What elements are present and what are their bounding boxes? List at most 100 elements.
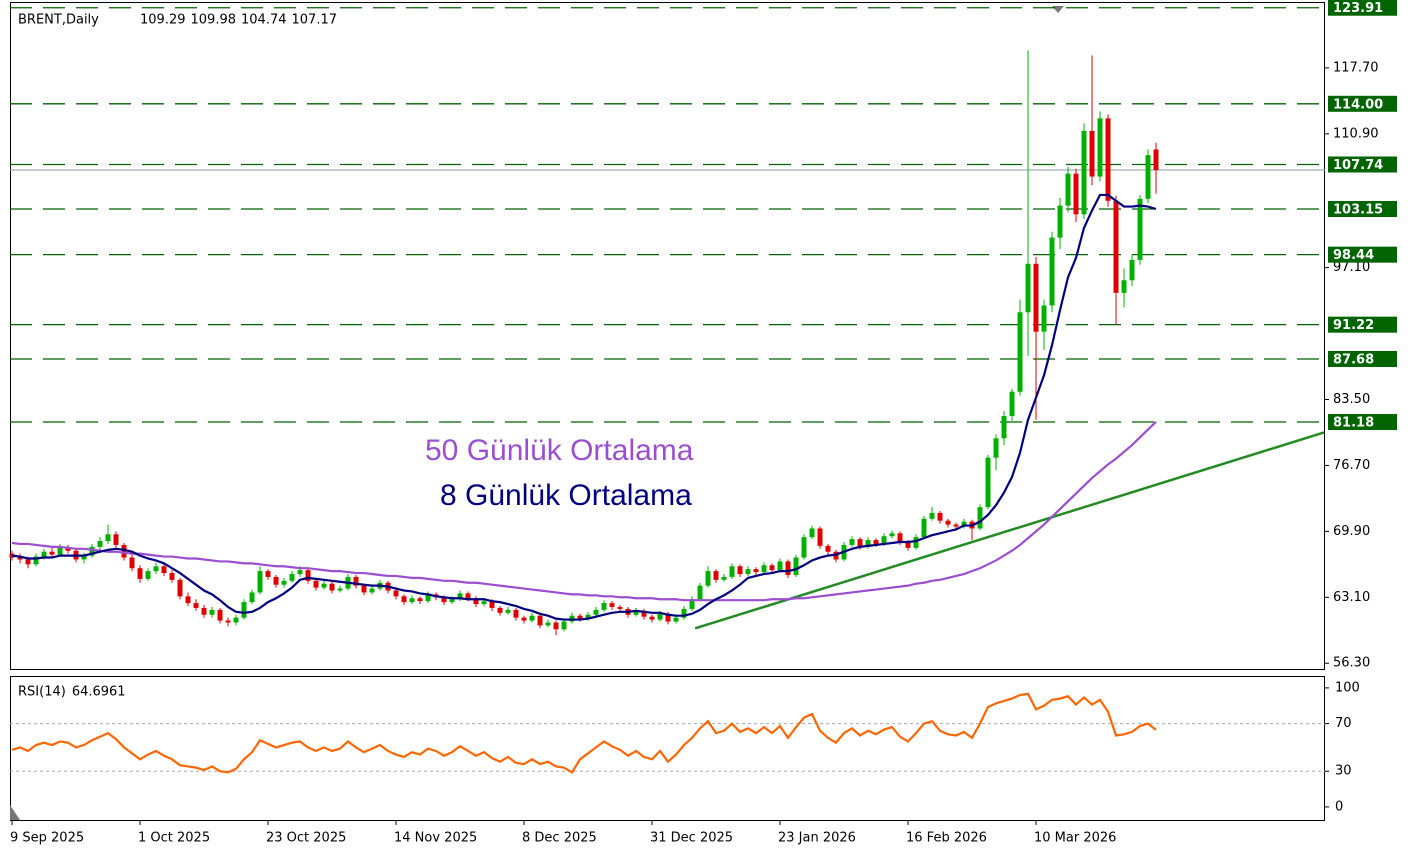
candle-body: [145, 571, 151, 579]
corner-marker: [10, 805, 20, 820]
candle-body: [889, 533, 895, 537]
x-tick-label: 16 Feb 2026: [906, 831, 987, 846]
candle-body: [193, 603, 199, 608]
level-label-box: [1328, 95, 1397, 112]
candle-body: [57, 547, 63, 555]
candle-body: [545, 622, 551, 626]
candle-body: [161, 566, 167, 574]
candle-body: [417, 598, 423, 602]
candle-body: [1057, 205, 1063, 238]
symbol: BRENT,Daily: [18, 13, 99, 28]
candle-body: [1017, 312, 1023, 392]
level-label-box: [1328, 246, 1397, 263]
candle-body: [209, 609, 215, 615]
trendline: [694, 431, 1325, 630]
x-tick-label: 8 Dec 2025: [522, 831, 597, 846]
candle-body: [665, 613, 671, 622]
candle-body: [409, 598, 415, 603]
candle-body: [633, 610, 639, 615]
candle-body: [1033, 263, 1039, 332]
moving-average: [11, 193, 1157, 621]
rsi-label: RSI(14): [18, 685, 66, 700]
candle-body: [249, 592, 255, 603]
candle-body: [1105, 118, 1111, 201]
candle-body: [17, 557, 23, 560]
candle-body: [737, 566, 743, 575]
x-tick-label: 14 Nov 2025: [394, 831, 477, 846]
candle-body: [1153, 149, 1159, 171]
rsi-tick-label: 0: [1335, 799, 1343, 814]
rsi-panel-frame: [10, 676, 1325, 821]
candle-body: [897, 533, 903, 543]
rsi-tick-label: 70: [1335, 716, 1352, 731]
candle-body: [681, 608, 687, 618]
candle-body: [1041, 305, 1047, 332]
candle-body: [449, 599, 455, 603]
level-label: 98.44: [1333, 248, 1374, 263]
candle-body: [1121, 280, 1127, 293]
candle-body: [921, 518, 927, 538]
candle-body: [745, 569, 751, 575]
x-tick-label: 10 Mar 2026: [1034, 831, 1116, 846]
candle-body: [961, 521, 967, 527]
candle-body: [97, 541, 103, 547]
x-tick-label: 9 Sep 2025: [10, 831, 84, 846]
candle-body: [1097, 118, 1103, 177]
candle-body: [169, 573, 175, 580]
open-price: 109.29: [140, 13, 186, 28]
candle-body: [65, 547, 71, 551]
candle-body: [81, 555, 87, 560]
y-tick-label: 97.10: [1333, 260, 1370, 275]
candle-body: [721, 576, 727, 580]
candle-body: [1081, 130, 1087, 215]
candle-body: [977, 507, 983, 529]
close-price: 107.17: [292, 13, 338, 28]
candle-body: [825, 545, 831, 552]
candle-body: [601, 603, 607, 610]
candle-body: [809, 528, 815, 538]
candle-body: [761, 565, 767, 573]
level-label: 81.18: [1333, 415, 1374, 430]
candle-body: [577, 615, 583, 619]
candle-body: [1049, 237, 1055, 306]
candle-body: [729, 566, 735, 577]
rsi-tick-label: 100: [1335, 680, 1360, 695]
series-annotation: 50 Günlük Ortalama: [425, 434, 694, 467]
candle-body: [201, 607, 207, 615]
candle-body: [337, 588, 343, 591]
level-label: 87.68: [1333, 352, 1374, 367]
candle-body: [553, 622, 559, 630]
candle-body: [705, 571, 711, 586]
y-tick-label: 83.50: [1333, 392, 1370, 407]
candle-body: [273, 576, 279, 585]
candle-body: [857, 539, 863, 547]
level-label-box: [1328, 413, 1397, 430]
rsi-tick-label: 30: [1335, 764, 1352, 779]
candle-body: [641, 610, 647, 617]
candle-body: [993, 438, 999, 458]
candle-body: [657, 613, 663, 620]
candle-body: [313, 580, 319, 588]
level-label-box: [1328, 200, 1397, 217]
candle-body: [41, 551, 47, 557]
candle-body: [673, 617, 679, 622]
x-tick-label: 31 Dec 2025: [650, 831, 733, 846]
level-label: 114.00: [1333, 97, 1383, 112]
candle-body: [153, 566, 159, 572]
candle-body: [585, 614, 591, 619]
candle-body: [465, 593, 471, 599]
candle-body: [953, 524, 959, 527]
candle-body: [777, 561, 783, 571]
level-label: 123.91: [1333, 1, 1383, 16]
candle-body: [121, 544, 127, 558]
x-tick-label: 1 Oct 2025: [138, 831, 210, 846]
candle-body: [1025, 263, 1031, 313]
candle-body: [937, 512, 943, 521]
candle-body: [369, 588, 375, 593]
y-tick-label: 69.90: [1333, 524, 1370, 539]
candle-body: [329, 583, 335, 591]
candle-body: [257, 571, 263, 593]
candle-body: [649, 616, 655, 620]
candle-body: [265, 571, 271, 577]
candle-body: [177, 579, 183, 597]
